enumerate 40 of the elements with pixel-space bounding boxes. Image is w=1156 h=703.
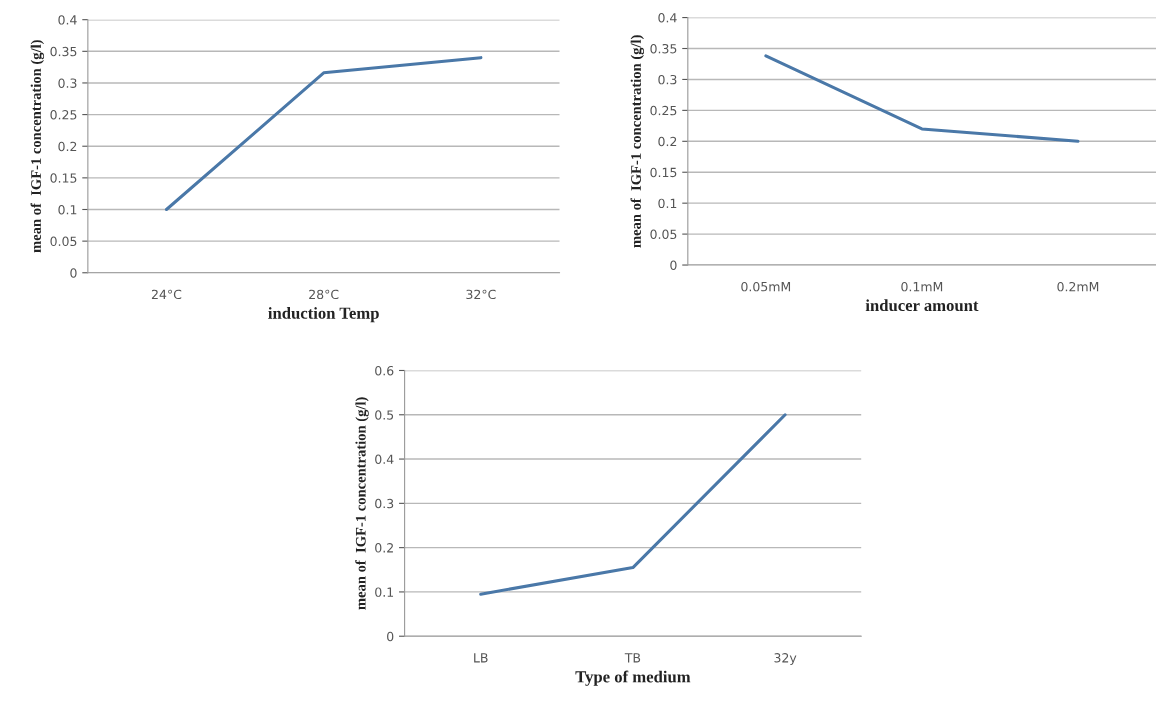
y-tick-label: 0.3 xyxy=(58,78,77,88)
x-tick-label: 0.1mM xyxy=(901,281,943,292)
y-tick-label: 0.05 xyxy=(650,229,677,240)
y-tick-label: 0.4 xyxy=(375,454,394,464)
y-tick-label: 0.3 xyxy=(658,74,677,85)
y-tick-label: 0.25 xyxy=(50,110,77,120)
y-tick-label: 0.4 xyxy=(658,13,677,23)
y-tick-label: 0.6 xyxy=(375,365,394,376)
x-tick-label: 28°C xyxy=(309,289,339,300)
y-tick-label: 0 xyxy=(70,268,77,278)
y-tick-label: 0.5 xyxy=(375,410,394,420)
y-tick-label: 0.35 xyxy=(50,46,77,57)
y-tick-label: 0.15 xyxy=(650,167,677,178)
x-axis-title: induction Temp xyxy=(268,307,379,323)
y-tick-label: 0.1 xyxy=(375,587,394,597)
y-tick-label: 0 xyxy=(670,260,677,270)
y-tick-label: 0.4 xyxy=(58,15,77,25)
y-tick-label: 0.2 xyxy=(58,141,77,152)
y-tick-label: 0.15 xyxy=(50,173,77,183)
x-tick-label: TB xyxy=(624,653,641,663)
y-axis-title: mean of IGF-1 concentration (g/l) xyxy=(630,35,645,248)
x-tick-label: 0.2mM xyxy=(1057,281,1099,292)
y-tick-label: 0.1 xyxy=(58,204,77,215)
y-axis-title: mean of IGF-1 concentration (g/l) xyxy=(355,397,369,610)
y-tick-label: 0.35 xyxy=(650,43,677,54)
y-tick-label: 0 xyxy=(387,631,394,642)
x-tick-label: 24°C xyxy=(151,289,182,300)
y-tick-label: 0.05 xyxy=(50,236,77,247)
y-tick-label: 0.2 xyxy=(658,136,677,147)
x-axis-title: Type of medium xyxy=(575,670,691,686)
x-tick-label: 0.05mM xyxy=(741,281,791,292)
x-tick-label: LB xyxy=(474,653,488,663)
y-axis-title: mean of IGF-1 concentration (g/l) xyxy=(30,40,45,253)
x-tick-label: 32°C xyxy=(466,289,496,300)
y-tick-label: 0.3 xyxy=(375,498,394,509)
y-tick-label: 0.2 xyxy=(375,543,393,553)
y-tick-label: 0.1 xyxy=(658,198,677,209)
x-tick-label: 32y xyxy=(774,653,797,665)
x-axis-title: inducer amount xyxy=(865,299,979,312)
y-tick-label: 0.25 xyxy=(650,105,677,116)
